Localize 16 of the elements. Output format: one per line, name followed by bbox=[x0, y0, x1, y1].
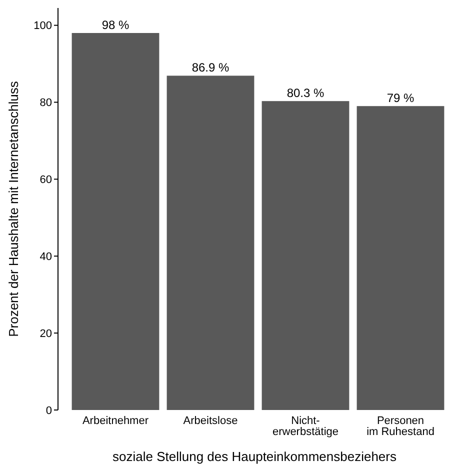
x-axis-title: soziale Stellung des Haupteinkommensbeziehers bbox=[112, 449, 397, 464]
y-tick-label: 60 bbox=[40, 174, 52, 186]
x-tick-label: Arbeitnehmer bbox=[82, 415, 149, 427]
y-tick-label: 0 bbox=[46, 404, 52, 417]
y-tick-label: 20 bbox=[40, 328, 52, 340]
x-tick-label: Personen im Ruhestand bbox=[366, 415, 434, 438]
x-tick-label: Arbeitslose bbox=[183, 415, 238, 427]
x-tick-label: Nicht- erwerbstätige bbox=[272, 415, 339, 438]
data-label: 98 % bbox=[102, 18, 130, 32]
data-label: 86.9 % bbox=[192, 60, 230, 75]
y-tick-label: 80 bbox=[40, 97, 52, 110]
data-label: 80.3 % bbox=[286, 86, 325, 100]
y-tick-label: 40 bbox=[40, 250, 52, 263]
data-label: 79 % bbox=[386, 91, 414, 106]
y-tick-label: 100 bbox=[34, 20, 52, 32]
y-axis-title: Prozent der Haushalte mit Internetanschluss bbox=[6, 80, 21, 337]
